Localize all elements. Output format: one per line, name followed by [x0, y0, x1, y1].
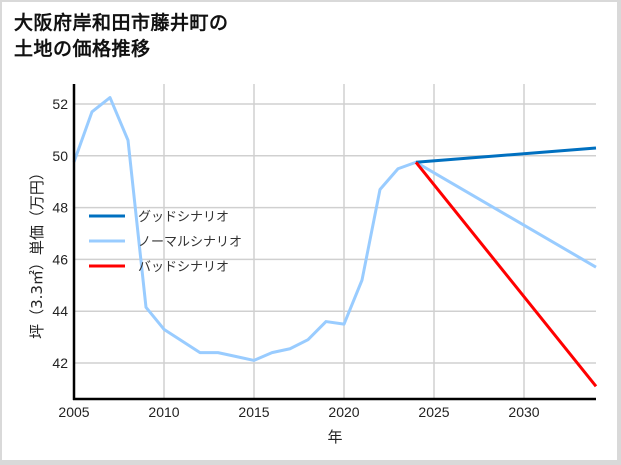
y-tick-label: 42 [52, 355, 68, 371]
x-tick-label: 2030 [508, 404, 539, 420]
axes [72, 84, 596, 401]
y-tick-label: 50 [52, 148, 68, 164]
y-tick-label: 52 [52, 96, 68, 112]
legend-label: ノーマルシナリオ [138, 235, 242, 250]
y-tick-label: 46 [52, 251, 68, 267]
x-tick-label: 2015 [238, 404, 269, 420]
x-tick-label: 2010 [148, 404, 179, 420]
legend-label: グッドシナリオ [138, 210, 229, 225]
x-tick-label: 2020 [328, 404, 359, 420]
series-line [415, 146, 597, 164]
chart-frame [2, 2, 617, 460]
series-line [72, 96, 597, 362]
y-axis-label: 坪（3.3㎡）単価（万円） [28, 165, 46, 339]
series-lines [72, 96, 598, 388]
title-line-2: 土地の価格推移 [14, 38, 151, 60]
y-tick-label: 44 [52, 303, 68, 319]
x-tick-label: 2005 [58, 404, 89, 420]
x-axis-label: 年 [327, 428, 342, 446]
series-line [414, 161, 598, 388]
y-tick-label: 48 [52, 200, 68, 216]
tick-labels: 2005 2010 2015 2020 2025 2030 42 44 46 48 50 52 [52, 96, 539, 420]
chart-title: 大阪府岸和田市藤井町の 土地の価格推移 [14, 10, 229, 62]
x-tick-label: 2025 [418, 404, 449, 420]
grid-lines [74, 84, 596, 399]
legend-label: バッドシナリオ [138, 260, 229, 275]
title-line-1: 大阪府岸和田市藤井町の [14, 12, 229, 34]
